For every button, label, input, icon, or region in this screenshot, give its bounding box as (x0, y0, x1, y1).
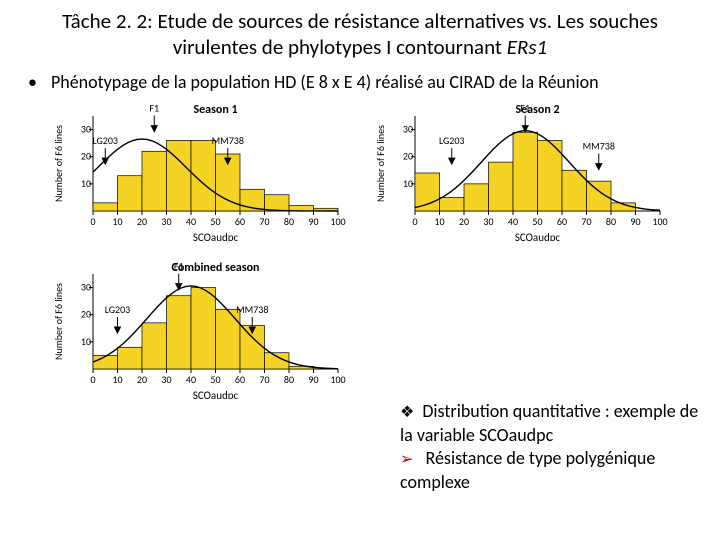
svg-text:30: 30 (483, 215, 493, 228)
svg-text:F1: F1 (520, 101, 530, 114)
svg-text:70: 70 (259, 215, 269, 228)
svg-text:60: 60 (235, 215, 245, 228)
svg-text:Number of F6 lines: Number of F6 lines (374, 124, 387, 201)
svg-text:Combined season: Combined season (171, 261, 259, 275)
svg-text:80: 80 (284, 373, 294, 386)
svg-text:80: 80 (606, 215, 616, 228)
svg-text:40: 40 (186, 215, 196, 228)
svg-text:SCOaudpc: SCOaudpc (193, 231, 239, 241)
svg-text:40: 40 (508, 215, 518, 228)
svg-text:70: 70 (259, 373, 269, 386)
svg-text:LG203: LG203 (439, 134, 465, 147)
svg-text:F1: F1 (174, 259, 184, 272)
svg-text:Number of F6 lines: Number of F6 lines (52, 124, 65, 201)
svg-text:100: 100 (330, 373, 345, 386)
charts-bottom-row: 10 20 30 0 10 20 30 40 50 60 70 80 90 100 Combined sea… (48, 259, 706, 399)
svg-text:20: 20 (459, 215, 469, 228)
svg-text:LG203: LG203 (105, 303, 131, 316)
svg-text:30: 30 (161, 373, 171, 386)
svg-text:20: 20 (137, 215, 147, 228)
svg-text:10: 10 (81, 176, 91, 189)
svg-text:80: 80 (284, 215, 294, 228)
svg-text:10: 10 (403, 176, 413, 189)
svg-text:10: 10 (112, 373, 122, 386)
comment-distribution: Distribution quantitative : exemple de l… (400, 400, 700, 447)
chart-season2: 1020300102030405060708090100Season 2Numb… (370, 101, 670, 241)
svg-text:50: 50 (210, 373, 220, 386)
comment-block: Distribution quantitative : exemple de l… (400, 400, 700, 494)
svg-text:30: 30 (161, 215, 171, 228)
svg-text:70: 70 (581, 215, 591, 228)
svg-text:100: 100 (330, 215, 345, 228)
svg-text:40: 40 (186, 373, 196, 386)
svg-text:20: 20 (81, 307, 91, 320)
bullet-phenotypage: Phénotypage de la population HD (E 8 x E… (28, 71, 706, 93)
svg-text:20: 20 (137, 373, 147, 386)
svg-text:0: 0 (412, 215, 417, 228)
svg-text:90: 90 (308, 215, 318, 228)
svg-text:10: 10 (81, 334, 91, 347)
svg-text:60: 60 (557, 215, 567, 228)
svg-text:MM738: MM738 (212, 134, 244, 147)
svg-text:10: 10 (434, 215, 444, 228)
slide-title: Tâche 2. 2: Etude de sources de résistan… (14, 8, 706, 61)
svg-text:30: 30 (81, 122, 91, 135)
svg-text:20: 20 (81, 149, 91, 162)
title-line1: Tâche 2. 2: Etude de sources de résistan… (62, 8, 658, 34)
svg-text:60: 60 (235, 373, 245, 386)
title-line2: virulentes de phylotypes I contournant (173, 34, 507, 60)
svg-text:Season 1: Season 1 (193, 103, 237, 117)
svg-text:50: 50 (532, 215, 542, 228)
svg-text:90: 90 (630, 215, 640, 228)
svg-text:100: 100 (652, 215, 667, 228)
svg-text:Number of F6 lines: Number of F6 lines (52, 282, 65, 359)
svg-text:20: 20 (403, 149, 413, 162)
chart-combined: 10 20 30 0 10 20 30 40 50 60 70 80 90 100 Combined sea… (48, 259, 348, 399)
svg-text:10: 10 (112, 215, 122, 228)
svg-text:F1: F1 (149, 101, 159, 114)
svg-text:MM738: MM738 (583, 139, 615, 152)
svg-text:90: 90 (308, 373, 318, 386)
svg-text:SCOaudpc: SCOaudpc (193, 389, 239, 399)
comment-resistance: Résistance de type polygénique complexe (400, 447, 700, 494)
svg-text:LG203: LG203 (93, 134, 119, 147)
svg-text:0: 0 (90, 373, 95, 386)
chart-season1: 10 20 30 0 10 20 30 40 50 60 70 80 90 100 Season 1 Numb… (48, 101, 348, 241)
svg-text:MM738: MM738 (236, 303, 268, 316)
svg-text:50: 50 (210, 215, 220, 228)
svg-text:SCOaudpc: SCOaudpc (515, 231, 561, 241)
svg-text:30: 30 (403, 122, 413, 135)
title-ital: ERs1 (507, 34, 547, 60)
svg-text:0: 0 (90, 215, 95, 228)
svg-text:30: 30 (81, 280, 91, 293)
charts-top-row: 1020300102030405060708090100Season 1Numb… (48, 101, 706, 241)
